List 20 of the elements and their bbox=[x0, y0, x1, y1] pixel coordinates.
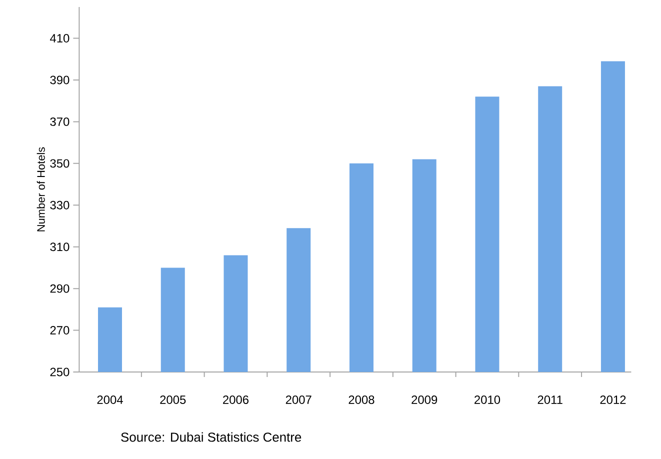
x-tick-label: 2005 bbox=[160, 396, 186, 404]
y-tick-label: 330 bbox=[50, 200, 70, 210]
y-tick-label: 270 bbox=[50, 326, 70, 335]
x-tick-label: 2009 bbox=[412, 396, 438, 404]
x-tick-label: 2011 bbox=[538, 396, 562, 404]
y-tick-label: 410 bbox=[50, 34, 70, 43]
x-tick-label: 2006 bbox=[223, 396, 249, 404]
y-tick-label: 390 bbox=[50, 76, 70, 84]
x-tick-label: 2008 bbox=[348, 396, 374, 404]
x-tick-label: 2007 bbox=[286, 396, 312, 404]
x-tick-label: 2012 bbox=[600, 396, 626, 404]
x-tick-label: 2004 bbox=[97, 396, 123, 404]
source-note: Source: Dubai Statistics Centre bbox=[121, 432, 302, 442]
y-tick-label: 310 bbox=[50, 242, 70, 252]
y-tick-label: 290 bbox=[50, 284, 70, 293]
y-tick-label: 350 bbox=[50, 159, 70, 168]
y-axis-title: Number of Hotels bbox=[36, 147, 45, 232]
x-tick-label: 2010 bbox=[474, 396, 500, 404]
y-tick-label: 370 bbox=[50, 117, 70, 126]
y-tick-label: 250 bbox=[50, 368, 70, 376]
